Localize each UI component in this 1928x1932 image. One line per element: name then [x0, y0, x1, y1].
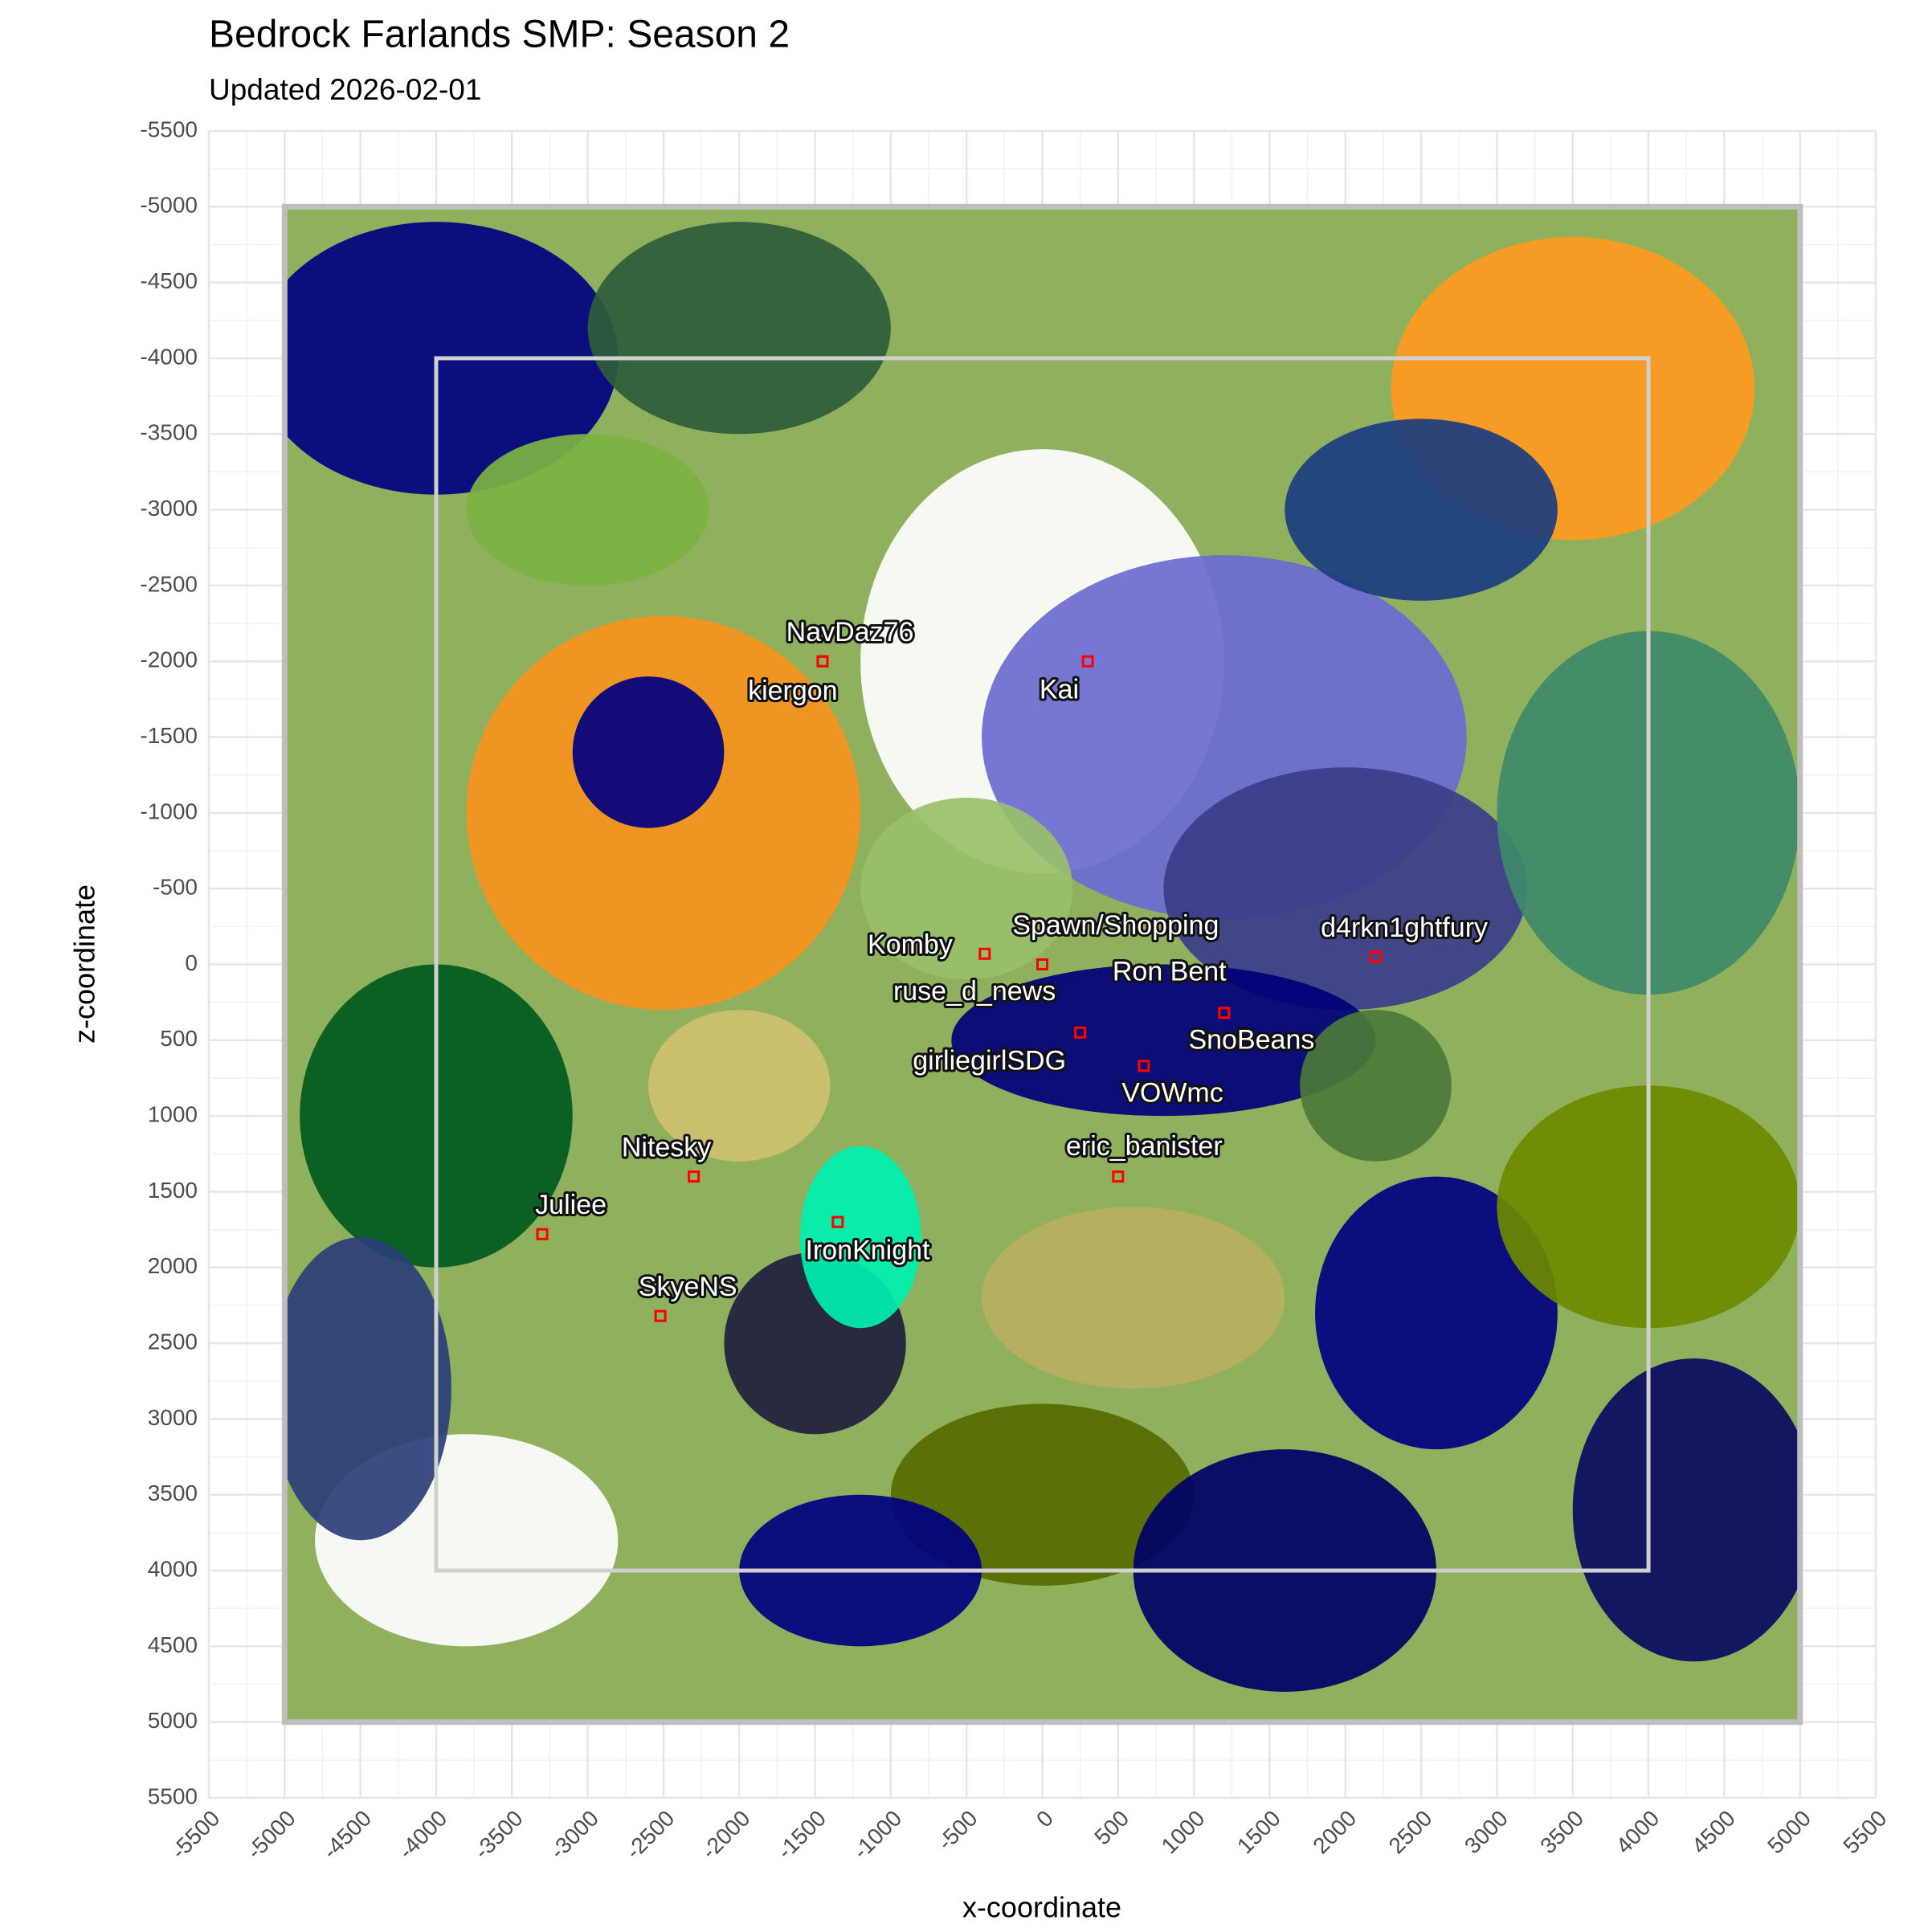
point-label: Spawn/Shopping: [1012, 910, 1219, 941]
x-tick-label: 1500: [1232, 1806, 1285, 1859]
y-tick-label: 3000: [148, 1405, 198, 1430]
y-tick-label: 2000: [148, 1253, 198, 1278]
y-tick-label: -1000: [140, 799, 198, 823]
y-tick-label: -5500: [140, 116, 198, 141]
point: [831, 1215, 844, 1228]
y-tick-label: -3500: [140, 420, 198, 445]
biome-region: [951, 964, 1376, 1117]
point: [978, 947, 991, 960]
point-label: girliegirlSDG: [913, 1046, 1066, 1076]
point-label: Kai: [1040, 674, 1079, 705]
x-tick-label: 0: [1031, 1806, 1058, 1832]
y-tick-label: -2500: [140, 571, 198, 596]
point: [1370, 950, 1382, 963]
y-tick-label: -4000: [140, 344, 198, 369]
y-axis-title: z-coordinate: [68, 884, 101, 1044]
biome-region: [572, 676, 725, 828]
point: [1036, 958, 1048, 970]
point-label: NavDaz76: [786, 617, 914, 647]
point-label: IronKnight: [805, 1235, 930, 1265]
point: [536, 1227, 549, 1240]
y-tick-label: 1500: [148, 1178, 198, 1203]
y-tick-label: 4500: [148, 1632, 198, 1657]
point-label: kiergon: [748, 676, 838, 706]
x-axis-title: x-coordinate: [962, 1891, 1121, 1924]
point: [654, 1309, 667, 1322]
point-label: VOWmc: [1121, 1077, 1223, 1108]
point-label: SkyeNS: [639, 1272, 737, 1302]
y-tick-label: 500: [160, 1026, 198, 1051]
x-tick-label: -2500: [621, 1806, 680, 1865]
point: [1218, 1007, 1231, 1019]
point-label: Juliee: [535, 1190, 607, 1220]
x-tick-label: -1000: [848, 1806, 907, 1865]
x-tick-label: -4000: [394, 1806, 452, 1865]
x-tick-label: 2500: [1384, 1806, 1437, 1859]
biome-region: [1300, 1010, 1452, 1162]
x-tick-label: 500: [1089, 1806, 1134, 1850]
x-tick-label: -3000: [545, 1806, 603, 1865]
borders: [281, 203, 1803, 1726]
x-tick-label: 5500: [1838, 1806, 1891, 1859]
world-border: [281, 203, 1803, 1726]
biome-region: [1572, 1358, 1800, 1662]
point-label: SnoBeans: [1188, 1024, 1314, 1055]
point-label: eric_banister: [1066, 1131, 1223, 1162]
point: [1112, 1170, 1125, 1183]
biome-region: [799, 1146, 921, 1329]
point: [688, 1170, 701, 1183]
x-tick-label: -5000: [242, 1806, 300, 1865]
y-tick-label: 4000: [148, 1556, 198, 1581]
point-label: Nitesky: [622, 1133, 711, 1163]
x-tick-label: 4000: [1611, 1806, 1665, 1859]
point: [1081, 655, 1094, 668]
y-tick-label: 5000: [148, 1708, 198, 1733]
biome-region: [284, 1237, 451, 1541]
y-tick-label: 0: [185, 950, 198, 975]
y-tick-label: -500: [153, 875, 198, 900]
x-tick-label: -3500: [469, 1806, 528, 1865]
point: [1138, 1060, 1150, 1072]
y-tick-label: 3500: [148, 1481, 198, 1505]
point-label: Ron Bent: [1113, 956, 1227, 986]
biome-region: [1163, 767, 1528, 1011]
x-tick-label: -1500: [772, 1806, 831, 1865]
y-tick-label: 5500: [148, 1783, 198, 1808]
y-tick-label: -3000: [140, 496, 198, 521]
x-tick-label: -5500: [166, 1806, 225, 1865]
y-tick-label: 1000: [148, 1102, 198, 1127]
y-tick-label: -4500: [140, 268, 198, 293]
y-tick-label: -5000: [140, 193, 198, 218]
x-tick-label: 5000: [1763, 1806, 1816, 1859]
x-tick-label: 2000: [1308, 1806, 1361, 1859]
biome-region: [587, 222, 891, 435]
x-tick-label: 3500: [1535, 1806, 1588, 1859]
x-tick-label: 3000: [1460, 1806, 1513, 1859]
biome-region: [1285, 419, 1558, 601]
biome-region: [982, 1207, 1285, 1389]
biome-region: [466, 434, 709, 586]
chart-subtitle: Updated 2026-02-01: [209, 73, 481, 106]
point-label: d4rkn1ghtfury: [1321, 913, 1488, 943]
point: [1074, 1026, 1087, 1039]
point-label: ruse_d_news: [893, 976, 1056, 1007]
map: [284, 206, 1800, 1722]
point: [816, 655, 829, 668]
x-tick-label: -500: [933, 1806, 982, 1856]
x-tick-label: -4500: [318, 1806, 377, 1865]
point-label: Komby: [868, 929, 953, 960]
x-tick-label: 4500: [1687, 1806, 1740, 1859]
y-tick-label: 2500: [148, 1329, 198, 1354]
chart-title: Bedrock Farlands SMP: Season 2: [209, 14, 790, 56]
biome-region: [860, 797, 1073, 980]
y-tick-label: -1500: [140, 723, 198, 748]
biome-region: [1315, 1176, 1558, 1450]
biome-region: [648, 1010, 831, 1162]
x-tick-label: 1000: [1157, 1806, 1210, 1859]
x-tick-label: -2000: [696, 1806, 755, 1865]
inner-border: [434, 356, 1651, 1573]
y-tick-label: -2000: [140, 647, 198, 672]
